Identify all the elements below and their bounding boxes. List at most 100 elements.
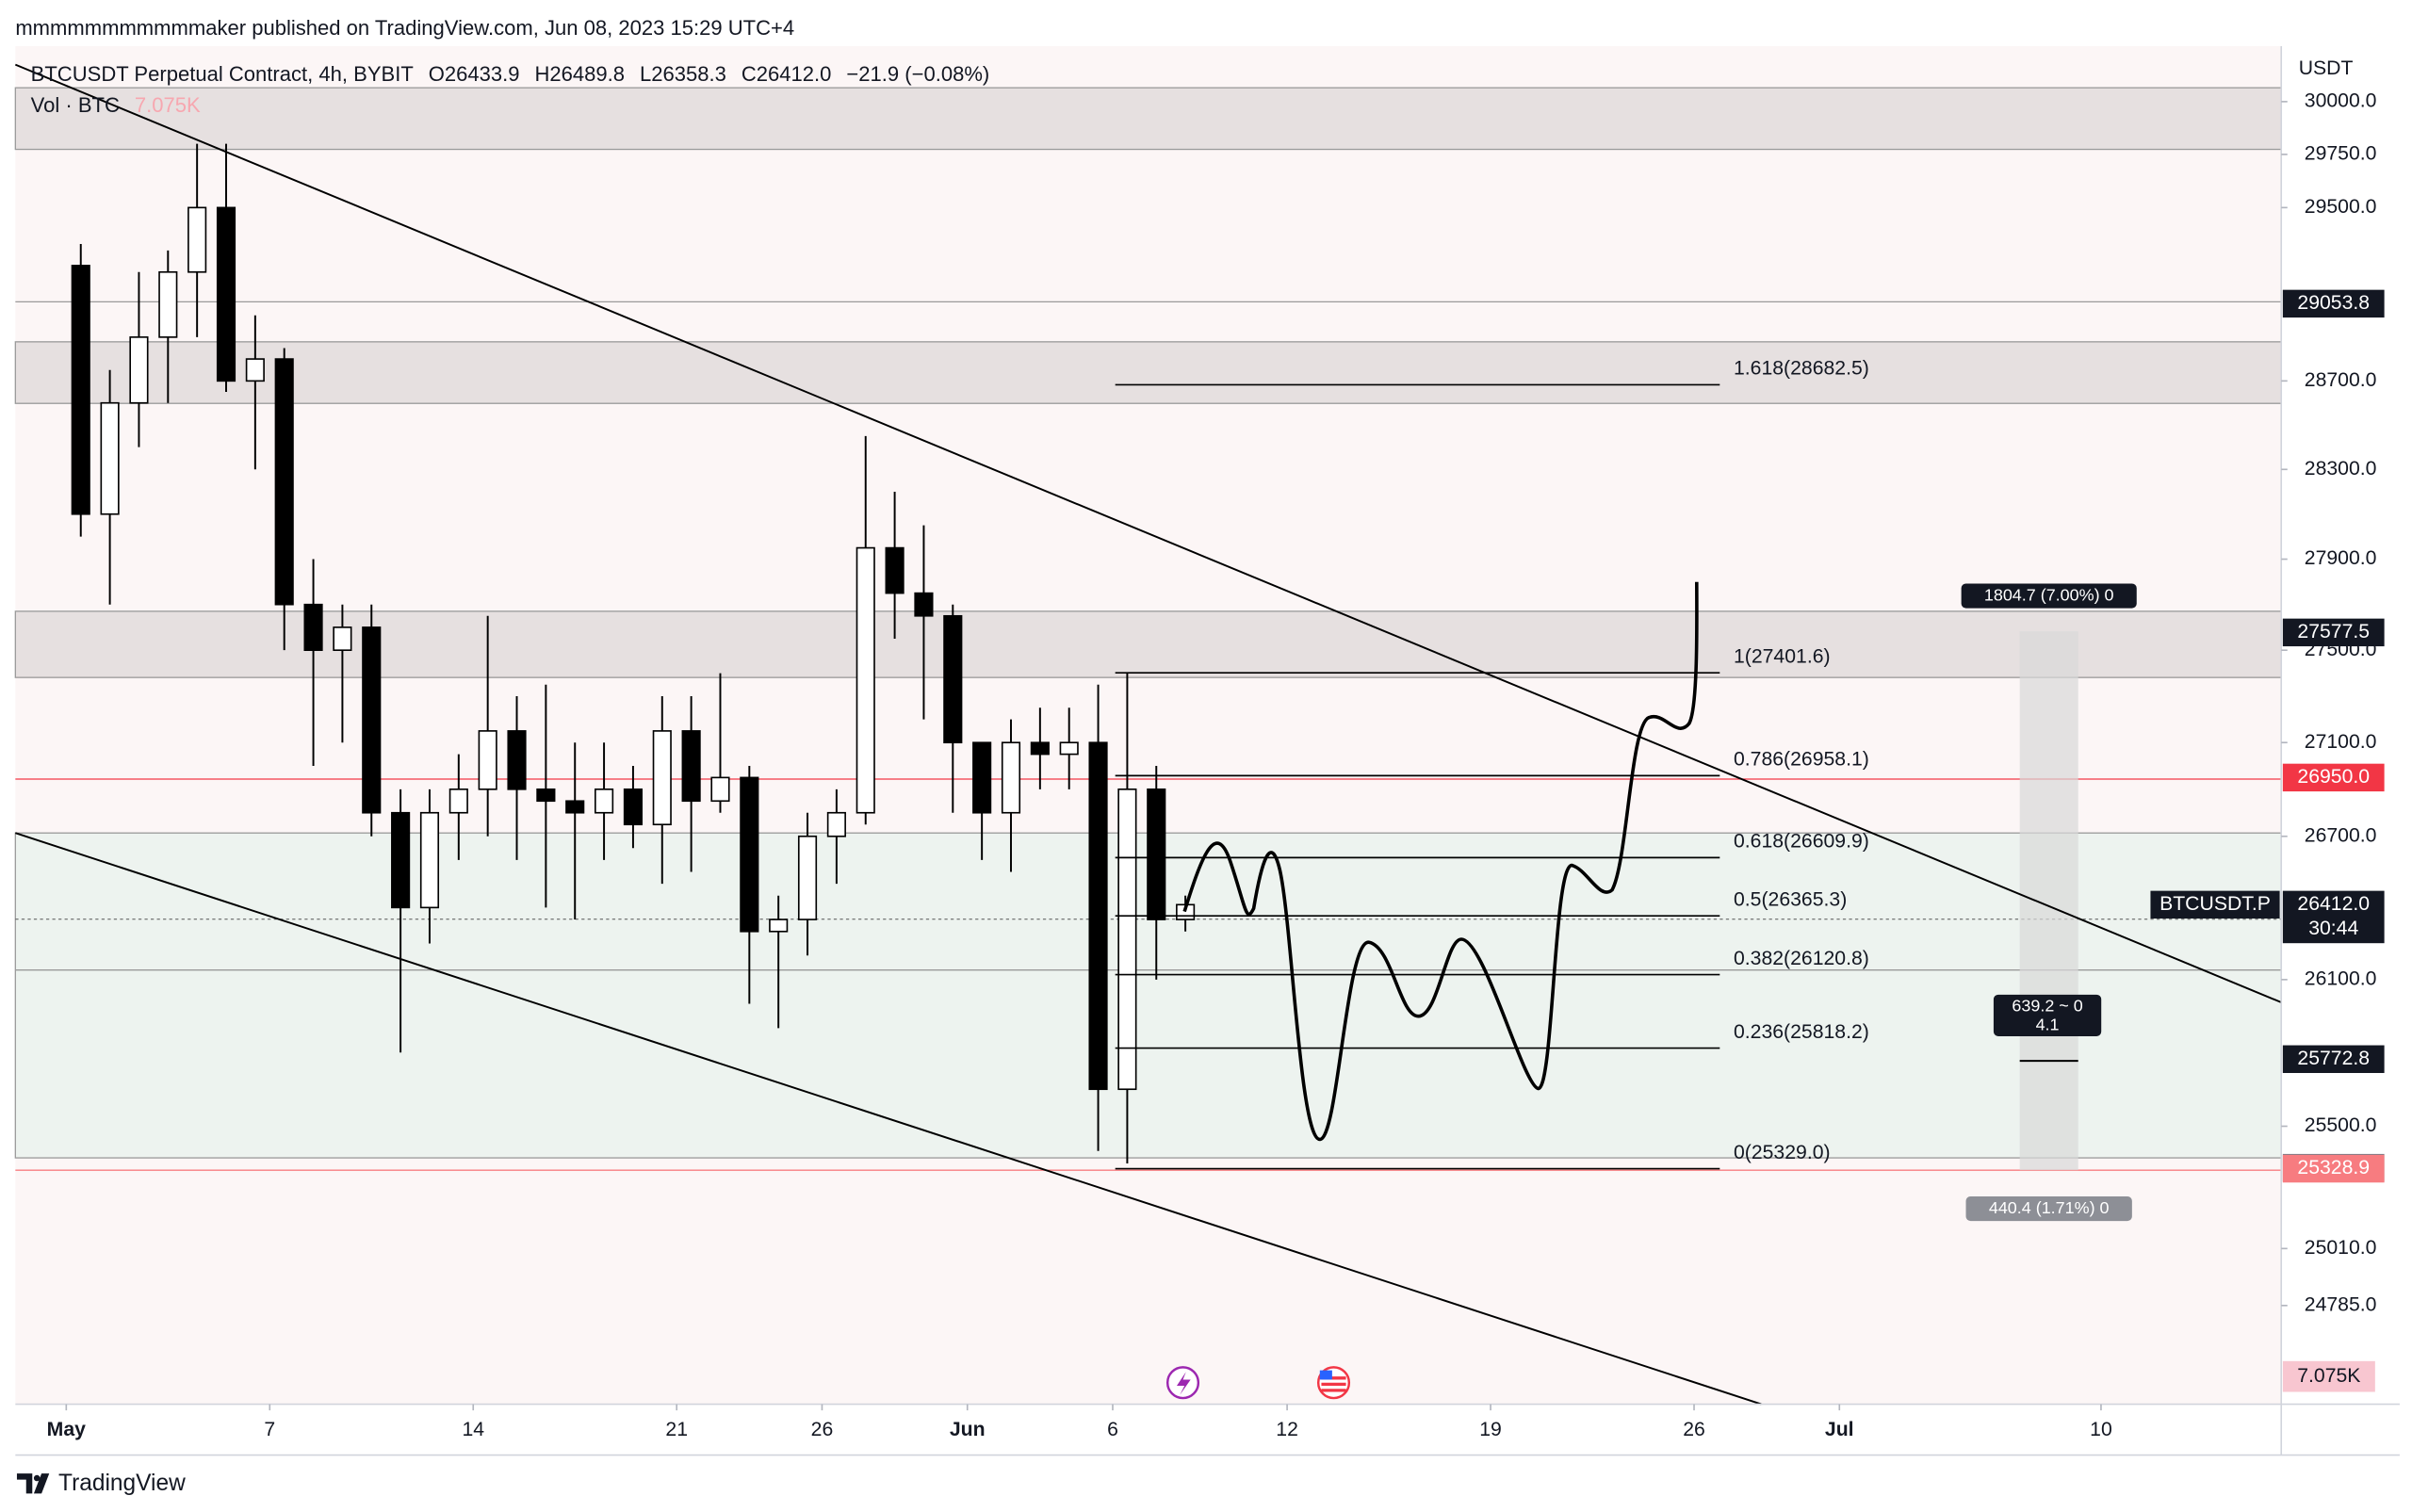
header: mmmmmmmmmmmaker published on TradingView… [15,16,794,40]
fib-label: 1(27401.6) [1734,645,1831,667]
zone [14,87,2282,151]
price-label-box [2282,1154,2385,1183]
footer-brand[interactable]: TradingView [58,1471,186,1496]
logo [16,1473,50,1494]
candle-body [448,788,468,814]
last-price-name: BTCUSDT.P [2159,893,2271,915]
measure-label-box [1961,583,2137,609]
candle-body [1059,741,1079,756]
candle-body [826,811,846,837]
y-tick-label: 26100.0 [2305,967,2377,989]
candles [71,143,1196,1163]
price-label: 26950.0 [2297,766,2370,788]
price-label: 29053.8 [2297,292,2370,314]
y-tick-label: 25010.0 [2305,1237,2377,1259]
candle-body [595,788,614,814]
x-tick-label: May [47,1419,86,1440]
candle-body [478,730,497,790]
zone [14,341,2282,404]
candle-body [391,811,411,909]
price-label-box [2282,289,2385,318]
y-tick-label: 28700.0 [2305,369,2377,391]
candle-body [362,626,382,814]
volume-name: Vol · BTC [31,93,120,117]
volume-value: 7.075K [135,93,201,117]
candle-body [797,835,818,920]
event-icon-glyph [1319,1370,1332,1380]
y-tick-label: 28300.0 [2305,458,2377,480]
candle-body [1147,788,1166,920]
x-tick-label: 26 [811,1419,834,1440]
plot-background [15,46,2282,1405]
measure-label: 1804.7 (7.00%) 0 [1984,585,2114,604]
trendline [14,63,2282,1003]
last-price-name-box [2150,890,2280,919]
candle-body [274,358,294,606]
projection-path [1182,581,1699,1142]
x-tick-label: 14 [462,1419,484,1440]
x-tick-label: Jul [1825,1419,1854,1440]
y-tick-label: 29500.0 [2305,196,2377,218]
trendline [15,832,1762,1406]
candle-body [769,919,789,933]
candle-body [885,546,904,594]
candle-body [943,614,963,744]
candle-body [652,730,672,826]
candle-body [187,206,207,273]
legend-volume: Vol · BTC 7.075K [31,93,201,117]
event-icon-glyph [1176,1372,1191,1395]
candle-body [1001,741,1021,814]
candle-body [681,730,701,803]
price-label-box [2282,763,2385,792]
candle-body [333,626,352,652]
fib-label: 0.786(26958.1) [1734,749,1869,771]
x-tick-label: 12 [1276,1419,1298,1440]
candle-body [914,592,934,617]
candle-body [710,776,730,803]
price-axis: 30000.0 29750.0 29500.0 28700.0 28300.0 27900… [47,89,2385,1440]
x-tick-label: 10 [2090,1419,2112,1440]
fib-label: 1.618(28682.5) [1734,358,1869,380]
fib-label: 0.618(26609.9) [1734,831,1869,853]
x-tick-label: 19 [1479,1419,1502,1440]
candle-body [507,730,527,790]
y-tick-label: 24785.0 [2305,1293,2377,1315]
candle-body [158,270,178,338]
legend-open: O26433.9 [429,62,520,86]
measure-label-box [1965,1195,2132,1222]
y-tick-label: 29750.0 [2305,142,2377,164]
candle-body [216,206,236,382]
x-tick-label: 26 [1683,1419,1705,1440]
last-price-countdown: 30:44 [2308,918,2358,939]
x-tick-label: Jun [950,1419,986,1440]
candle-body [303,603,323,652]
axis-unit: USDT [2299,57,2354,79]
legend-low: L26358.3 [640,62,726,86]
y-tick-label: 27900.0 [2305,547,2377,569]
price-label: 25328.9 [2297,1157,2370,1179]
legend-change: −21.9 (−0.08%) [846,62,989,86]
candle-body [419,811,440,909]
candle-body [536,788,556,803]
measure-box [2019,631,2078,1171]
candle-body [740,776,759,933]
measure-label: 440.4 (1.71%) 0 [1989,1198,2110,1217]
logo [33,1474,41,1482]
measure-label-box [1993,994,2102,1036]
y-tick-label: 27100.0 [2305,731,2377,753]
candle-body [623,788,643,826]
candle-body [565,800,585,814]
legend-symbol: BTCUSDT Perpetual Contract, 4h, BYBIT [31,62,414,86]
fib-label: 0.236(25818.2) [1734,1021,1869,1043]
legend-close: C26412.0 [742,62,832,86]
zone [14,610,2282,678]
y-tick-label: 25500.0 [2305,1114,2377,1136]
candle-body [1030,741,1050,756]
measure-label: 4.1 [2036,1015,2060,1033]
last-price-label: 26412.0 [2297,893,2370,915]
price-label: 25772.8 [2297,1048,2370,1069]
price-label-box [2282,618,2385,647]
last-price-box [2282,890,2385,944]
fib-label: 0(25329.0) [1734,1142,1831,1163]
